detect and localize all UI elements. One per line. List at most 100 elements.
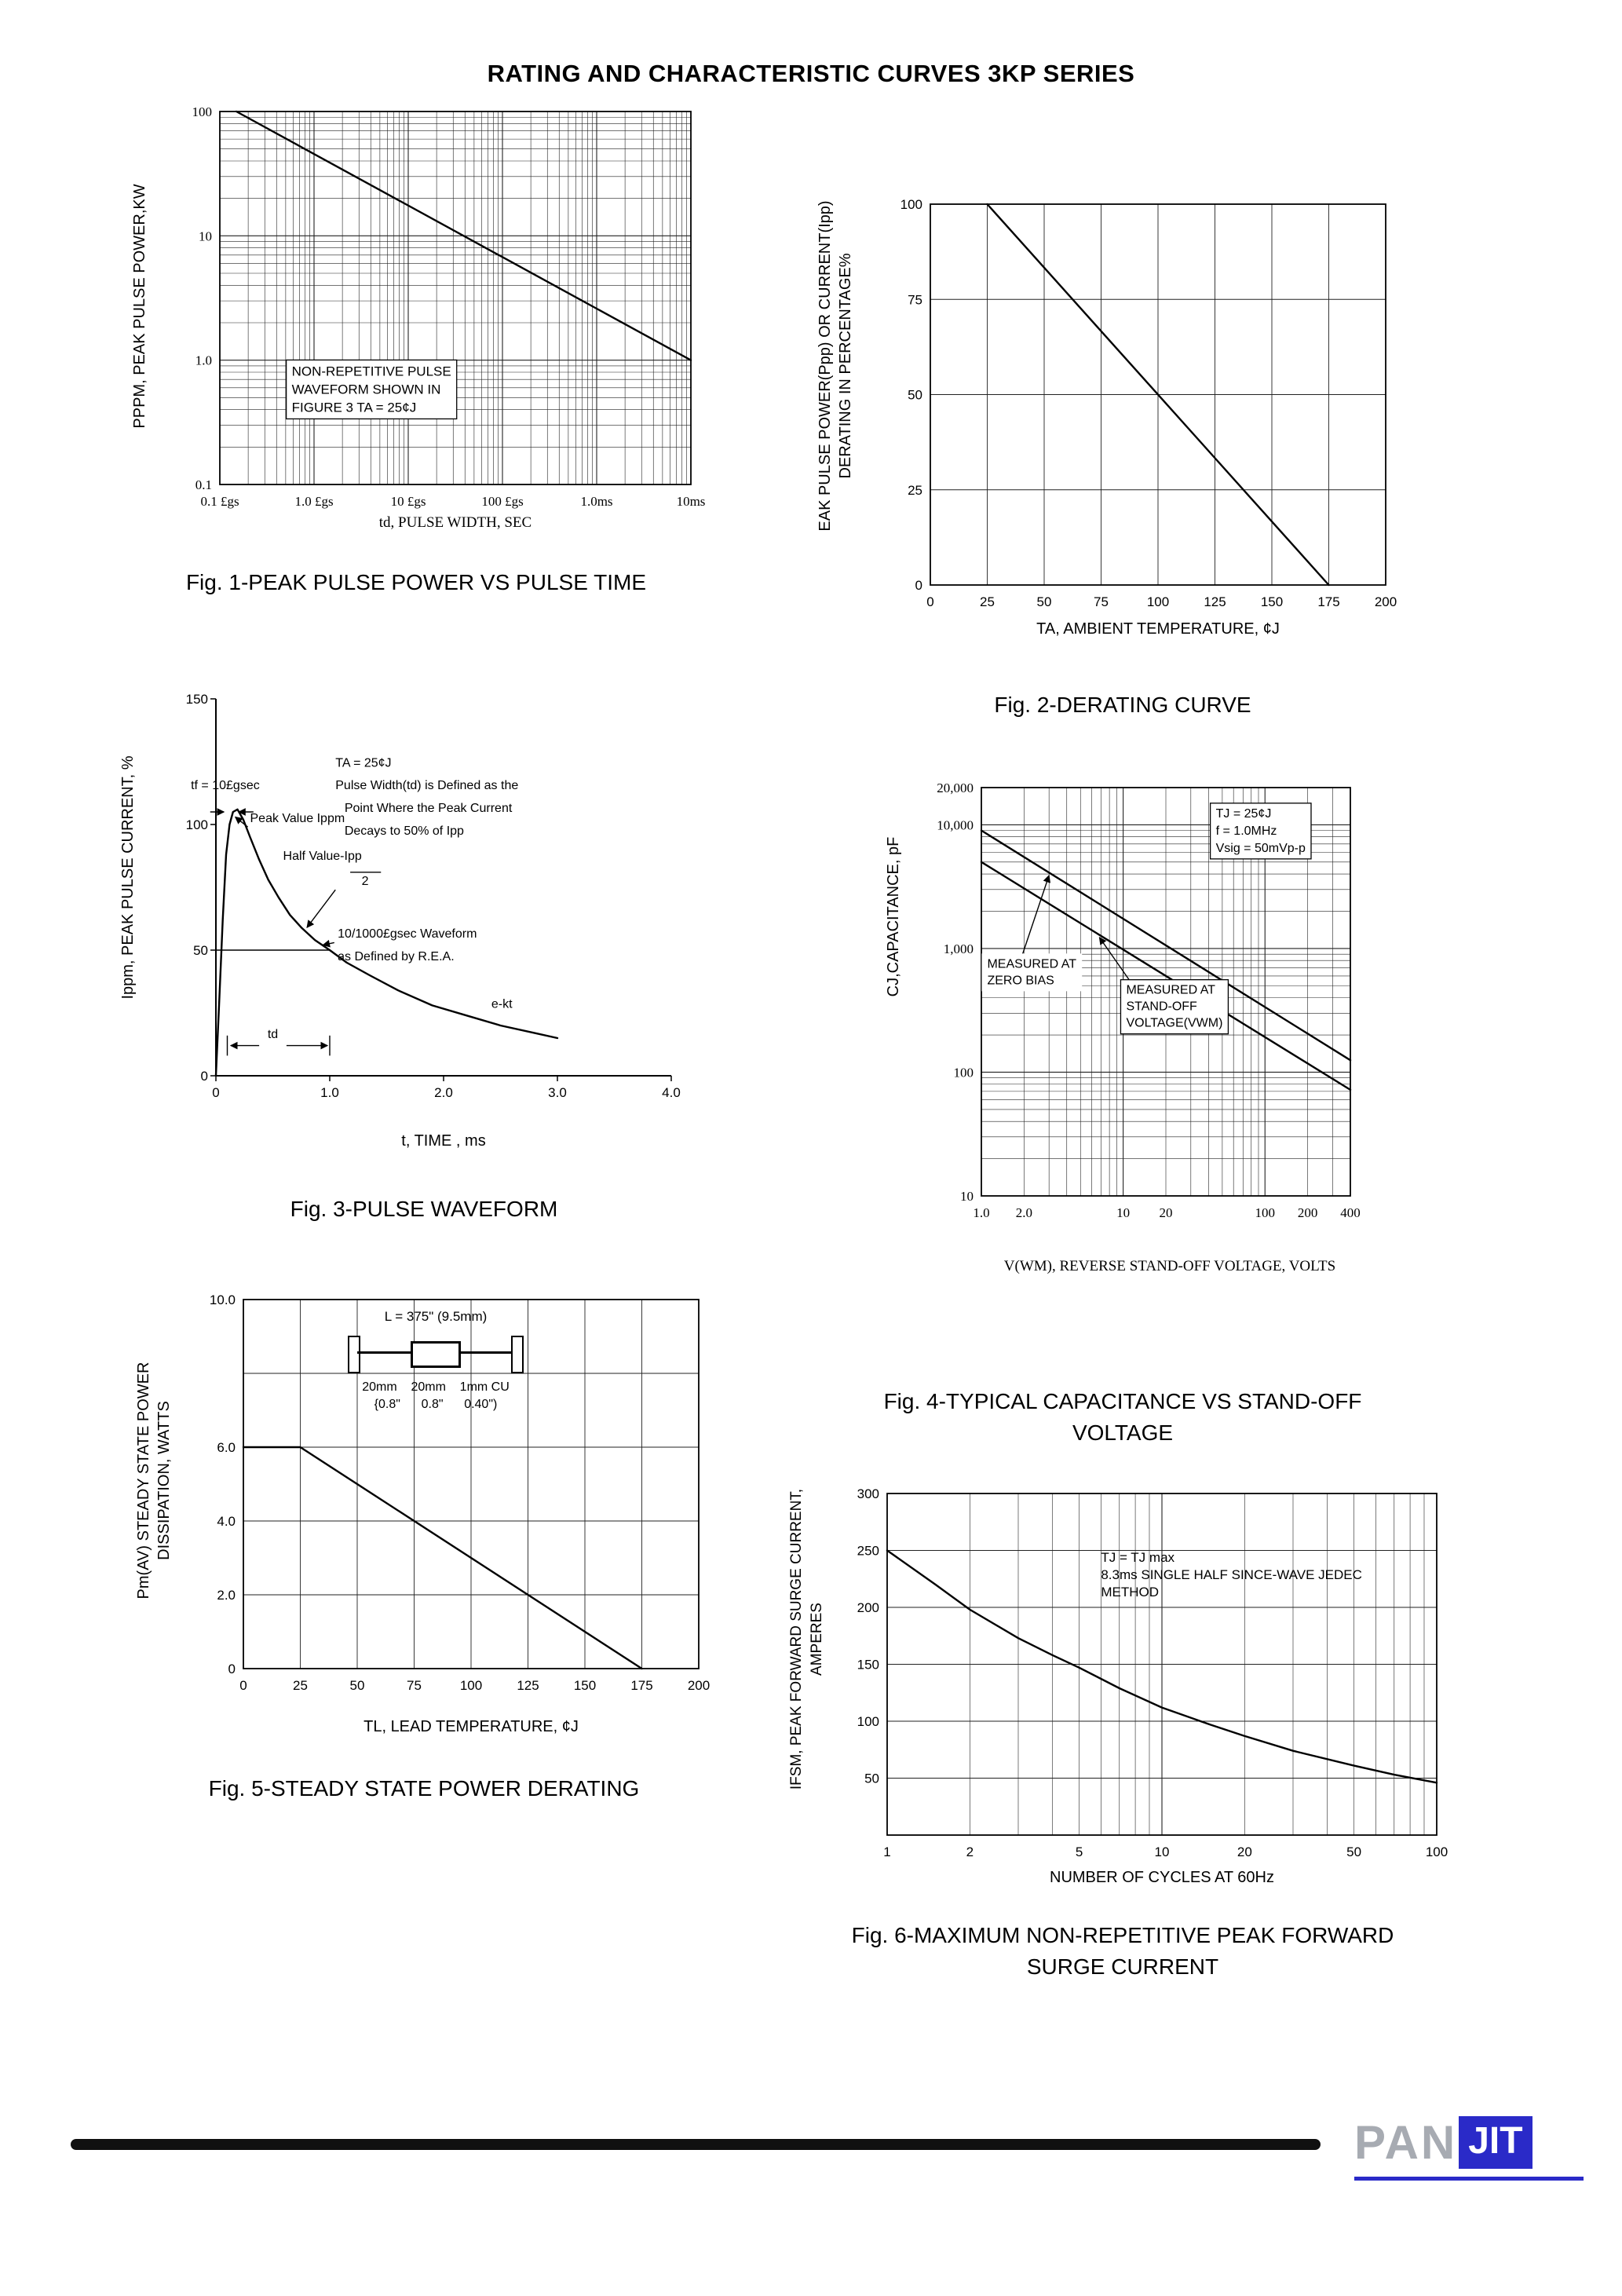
fig6-y-axis-label-line1: IFSM, PEAK FORWARD SURGE CURRENT,: [788, 1488, 805, 1790]
fig6-series-surge-current: [886, 1549, 1438, 1784]
svg-text:20: 20: [1237, 1844, 1252, 1859]
fig1-y-axis-label: PPPM, PEAK PULSE POWER,KW: [131, 184, 148, 429]
svg-text:as Defined by R.E.A.: as Defined by R.E.A.: [338, 950, 455, 963]
svg-text:Vsig = 50mVp-p: Vsig = 50mVp-p: [1216, 842, 1306, 855]
svg-text:200: 200: [1298, 1205, 1318, 1220]
svg-text:150: 150: [574, 1678, 596, 1693]
svg-text:0.1: 0.1: [195, 477, 212, 492]
fig3-annotation: Point Where the Peak Current: [345, 802, 513, 815]
svg-text:STAND-OFF: STAND-OFF: [1126, 1000, 1197, 1014]
fig4-plot-canvas: 1.0 2.0 10 20 100 200 400 10 100 1,000 10,000 20,00…: [937, 781, 1361, 1220]
fig5-x-axis-label: TL, LEAD TEMPERATURE, ¢J: [363, 1718, 579, 1735]
svg-text:Decays to 50% of Ipp: Decays to 50% of Ipp: [345, 824, 464, 838]
fig3-annotation: td: [268, 1028, 278, 1041]
fig2-caption: Fig. 2-DERATING CURVE: [994, 693, 1251, 717]
svg-text:4.0: 4.0: [662, 1085, 681, 1100]
fig2-y-axis-label: EAK PULSE POWER(Ppp) OR CURRENT(Ipp) DER…: [815, 131, 856, 601]
fig2-frame: [930, 203, 1386, 586]
fig6-caption-line2: SURGE CURRENT: [1026, 1954, 1219, 1979]
fig6-y-axis-label-line2: AMPERES: [809, 1603, 825, 1676]
fig1-chart-area: 0.1 £gs 1.0 £gs 10 £gs 100 £gs 1.0ms 10ms 100 1…: [165, 101, 707, 521]
svg-text:100: 100: [186, 817, 208, 832]
svg-text:10.0: 10.0: [210, 1292, 236, 1307]
fig1-frame: [219, 111, 692, 485]
panjit-logo-jit-badge: JIT: [1459, 2116, 1532, 2169]
fig6-grid: [887, 1493, 1437, 1835]
fig4-caption-line1: Fig. 4-TYPICAL CAPACITANCE VS STAND-OFF: [883, 1389, 1362, 1413]
svg-text:NON-REPETITIVE PULSE: NON-REPETITIVE PULSE: [292, 364, 451, 378]
fig3-x-axis-label: t, TIME , ms: [401, 1132, 486, 1150]
fig4-series-zero-bias: [980, 829, 1352, 1062]
svg-text:2.0: 2.0: [217, 1588, 236, 1603]
svg-text:10: 10: [1155, 1844, 1170, 1859]
fig3-chart-area: 0 1.0 2.0 3.0 4.0 0 50 100 150 TA = 25¢J tf = 10£g…: [157, 679, 707, 1119]
fig5-lead-dimensions-mm: 20mm 20mm 1mm CU: [362, 1380, 510, 1394]
svg-text:2.0: 2.0: [1016, 1205, 1032, 1220]
svg-text:8.3ms SINGLE HALF SINCE-WAVE J: 8.3ms SINGLE HALF SINCE-WAVE JEDEC: [1101, 1567, 1362, 1582]
fig3-tick-labels: 0 1.0 2.0 3.0 4.0 0 50 100 150: [186, 692, 681, 1100]
svg-text:1.0: 1.0: [320, 1085, 339, 1100]
svg-text:e-kt: e-kt: [491, 998, 513, 1011]
svg-text:1.0: 1.0: [195, 353, 212, 368]
fig3-series-pulse-waveform: [214, 808, 559, 1077]
fig6-series: [886, 1549, 1438, 1784]
svg-text:VOLTAGE(VWM): VOLTAGE(VWM): [1126, 1017, 1222, 1030]
svg-text:100: 100: [954, 1065, 974, 1080]
svg-text:0: 0: [201, 1069, 208, 1084]
fig6-x-axis-label: NUMBER OF CYCLES AT 60Hz: [1050, 1869, 1274, 1886]
svg-text:WAVEFORM SHOWN IN: WAVEFORM SHOWN IN: [292, 382, 441, 397]
fig5-plot-canvas: 0 25 50 75 100 125 150 175 200 0 2.0 4.0 6.0 10.0: [210, 1292, 710, 1693]
svg-text:0: 0: [239, 1678, 247, 1693]
fig3-caption: Fig. 3-PULSE WAVEFORM: [290, 1197, 558, 1221]
fig6-annotation: TJ = TJ max 8.3ms SINGLE HALF SINCE-WAVE …: [1101, 1550, 1362, 1600]
svg-text:6.0: 6.0: [217, 1440, 236, 1455]
svg-text:150: 150: [186, 692, 208, 707]
fig5-y-axis-label-line2: DISSIPATION, WATTS: [155, 1401, 173, 1560]
fig4-y-axis-label: CJ,CAPACITANCE, pF: [885, 836, 902, 997]
svg-text:400: 400: [1340, 1205, 1361, 1220]
fig3-frame: [215, 699, 671, 1077]
svg-text:50: 50: [193, 943, 208, 958]
svg-text:250: 250: [857, 1544, 879, 1559]
fig4-series: [980, 829, 1352, 1091]
fig3-y-axis-label: Ippm, PEAK PULSE CURRENT, %: [119, 755, 137, 1000]
fig1-grid: [220, 112, 691, 484]
fig5-frame: [243, 1299, 700, 1669]
svg-text:tf = 10£gsec: tf = 10£gsec: [191, 779, 260, 792]
fig2-chart-area: 0 25 50 75 100 125 150 175 200 0 25 50 75 100: [864, 192, 1429, 620]
fig1-caption: Fig. 1-PEAK PULSE POWER VS PULSE TIME: [185, 570, 647, 594]
fig5-device-body: [411, 1341, 461, 1368]
fig2-series-derating: [986, 203, 1330, 587]
fig5-tick-labels: 0 25 50 75 100 125 150 175 200 0 2.0 4.0 6.0 10.0: [210, 1292, 710, 1693]
svg-text:FIGURE 3 TA = 25¢J: FIGURE 3 TA = 25¢J: [292, 400, 417, 415]
fig1-annotation: NON-REPETITIVE PULSE WAVEFORM SHOWN IN FIG…: [285, 359, 458, 420]
svg-text:10: 10: [1116, 1205, 1130, 1220]
fig5-lead-length-inset: L = 375" (9.5mm) 20mm 20mm 1mm CU {0.8" …: [342, 1308, 530, 1413]
fig5-series: [242, 1446, 643, 1670]
svg-text:75: 75: [1094, 594, 1109, 609]
svg-text:MEASURED AT: MEASURED AT: [987, 957, 1076, 971]
svg-text:2: 2: [362, 875, 369, 888]
svg-text:100: 100: [192, 104, 213, 119]
svg-text:25: 25: [908, 483, 922, 498]
svg-text:150: 150: [857, 1658, 879, 1673]
svg-text:4.0: 4.0: [217, 1514, 236, 1529]
fig4-caption: Fig. 4-TYPICAL CAPACITANCE VS STAND-OFF …: [856, 1386, 1390, 1449]
fig3-annotation: 10/1000£gsec Waveform: [338, 927, 477, 941]
svg-text:150: 150: [1261, 594, 1283, 609]
svg-text:50: 50: [864, 1771, 879, 1786]
svg-text:100: 100: [460, 1678, 482, 1693]
fig1-series-peak-pulse-power: [235, 110, 692, 361]
fig4-caption-line2: VOLTAGE: [1072, 1420, 1174, 1445]
fig5-lead-length-label: L = 375" (9.5mm): [384, 1309, 488, 1324]
svg-text:Peak Value Ippm: Peak Value Ippm: [250, 812, 345, 825]
fig1-series: [235, 110, 692, 361]
svg-text:100: 100: [857, 1714, 879, 1729]
fig2-tick-labels: 0 25 50 75 100 125 150 175 200 0 25 50 75 100: [901, 197, 1397, 609]
fig4-annotation: MEASURED AT STAND-OFF VOLTAGE(VWM): [1120, 979, 1229, 1035]
svg-text:20,000: 20,000: [937, 781, 974, 795]
svg-text:Point Where the Peak Current: Point Where the Peak Current: [345, 802, 513, 815]
fig5-y-axis-label-line1: Pm(AV) STEADY STATE POWER: [135, 1362, 152, 1600]
fig3-annotation: as Defined by R.E.A.: [338, 950, 455, 963]
svg-text:125: 125: [1204, 594, 1226, 609]
